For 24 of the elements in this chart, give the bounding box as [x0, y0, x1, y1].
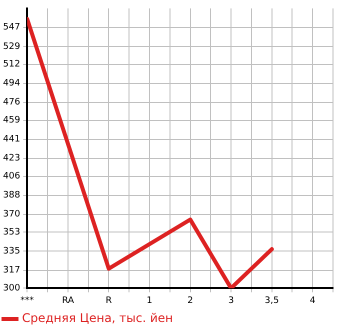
- x-tick-label: 3,5: [264, 296, 279, 306]
- x-tick-label: ***: [20, 296, 34, 306]
- y-tick-label: 494: [2, 78, 20, 89]
- legend-label: Средняя Цена, тыс. йен: [22, 311, 174, 326]
- y-tick-label: 529: [2, 42, 20, 52]
- x-tick-label: 3: [228, 296, 234, 306]
- y-tick-label: 300: [2, 284, 20, 294]
- y-tick-label: 370: [2, 210, 20, 220]
- x-tick-label: 4: [310, 296, 316, 306]
- x-tick-label: 1: [146, 296, 152, 306]
- y-tick-label: 441: [2, 134, 20, 145]
- y-tick-label: 317: [2, 266, 20, 276]
- y-tick-label: 423: [2, 154, 20, 164]
- x-tick-label: R: [106, 296, 112, 306]
- y-tick-label: 406: [2, 172, 20, 182]
- y-tick-label: 353: [2, 228, 20, 238]
- y-tick-label: 547: [2, 22, 20, 33]
- y-tick-label: 459: [2, 116, 20, 126]
- y-tick-label: 476: [2, 98, 20, 108]
- x-tick-label: 2: [187, 296, 194, 306]
- x-tick-label: RA: [62, 296, 75, 306]
- y-tick-label: 388: [2, 190, 20, 201]
- y-tick-label: 512: [2, 60, 20, 70]
- y-tick-label: 335: [2, 246, 20, 257]
